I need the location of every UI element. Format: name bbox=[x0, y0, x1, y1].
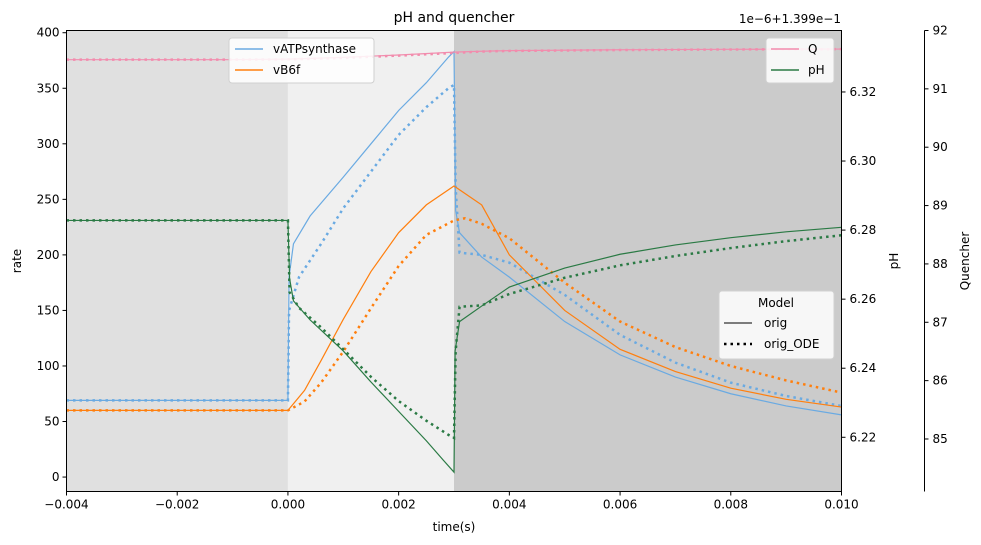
x-axis-label: time(s) bbox=[433, 520, 476, 534]
rate-tick-label: 300 bbox=[37, 137, 60, 151]
legend-right-label-1: pH bbox=[808, 63, 825, 77]
rate-tick-label: 400 bbox=[37, 26, 60, 40]
quencher-tick-label: 88 bbox=[933, 257, 948, 271]
quencher-tick-label: 87 bbox=[933, 315, 948, 329]
light-phase-0 bbox=[66, 30, 288, 492]
chart-title: pH and quencher bbox=[394, 10, 515, 26]
series-vb6f-orig-ode bbox=[66, 216, 842, 412]
x-tick-label: 0.006 bbox=[603, 498, 637, 512]
ph-tick-label: 6.24 bbox=[850, 361, 877, 375]
series-vatpsynthase-orig-ode bbox=[66, 82, 842, 408]
legend-rate-box bbox=[228, 37, 375, 84]
series-ph-orig bbox=[66, 219, 842, 474]
legend-rate-label-0: vATPsynthase bbox=[273, 42, 356, 56]
ph-tick-label: 6.22 bbox=[850, 430, 877, 444]
rate-tick-label: 200 bbox=[37, 248, 60, 262]
quencher-axis-label: Quencher bbox=[958, 232, 972, 291]
light-phase-1 bbox=[287, 30, 454, 492]
axes: −0.004 −0.002 0.000 0.002 0.004 0.006 0.008 0.0… bbox=[37, 24, 948, 512]
legend-rate-label-1: vB6f bbox=[273, 63, 301, 77]
quencher-tick-label: 85 bbox=[933, 432, 948, 446]
quencher-tick-label: 86 bbox=[933, 374, 948, 388]
legend-rate: vATPsynthase vB6f bbox=[228, 37, 375, 84]
legend-right: Q pH bbox=[765, 37, 835, 84]
ph-axis-label: pH bbox=[887, 253, 901, 270]
ph-tick-label: 6.30 bbox=[850, 154, 877, 168]
legend-model: Model orig orig_ODE bbox=[718, 290, 835, 360]
quencher-tick-label: 91 bbox=[933, 82, 948, 96]
series-vb6f-orig bbox=[66, 185, 842, 412]
rate-tick-label: 50 bbox=[44, 415, 59, 429]
ph-tick-label: 6.28 bbox=[850, 223, 877, 237]
x-tick-label: −0.002 bbox=[155, 498, 199, 512]
quencher-tick-label: 90 bbox=[933, 140, 948, 154]
x-tick-label: 0.000 bbox=[271, 498, 305, 512]
rate-tick-label: 100 bbox=[37, 359, 60, 373]
rate-tick-label: 150 bbox=[37, 303, 60, 317]
x-tick-label: 0.010 bbox=[824, 498, 858, 512]
legend-model-label-1: orig_ODE bbox=[764, 337, 820, 351]
ph-tick-label: 6.26 bbox=[850, 292, 877, 306]
x-tick-label: 0.008 bbox=[714, 498, 748, 512]
quencher-tick-label: 92 bbox=[933, 24, 948, 38]
quencher-tick-label: 89 bbox=[933, 199, 948, 213]
x-tick-label: −0.004 bbox=[44, 498, 88, 512]
legend-model-box bbox=[718, 290, 835, 360]
legend-model-title: Model bbox=[758, 296, 794, 310]
series-ph-orig-ode bbox=[66, 219, 842, 441]
legend-right-label-0: Q bbox=[808, 42, 817, 56]
rate-tick-label: 250 bbox=[37, 192, 60, 206]
ph-offset-text: 1e−6+1.399e−1 bbox=[739, 12, 841, 26]
rate-tick-label: 0 bbox=[52, 470, 60, 484]
ph-tick-label: 6.32 bbox=[850, 85, 877, 99]
legend-model-label-0: orig bbox=[764, 316, 787, 330]
x-tick-label: 0.004 bbox=[492, 498, 526, 512]
plot-frame bbox=[66, 30, 842, 492]
rate-tick-label: 350 bbox=[37, 81, 60, 95]
x-tick-label: 0.002 bbox=[381, 498, 415, 512]
rate-axis-label: rate bbox=[10, 249, 24, 273]
